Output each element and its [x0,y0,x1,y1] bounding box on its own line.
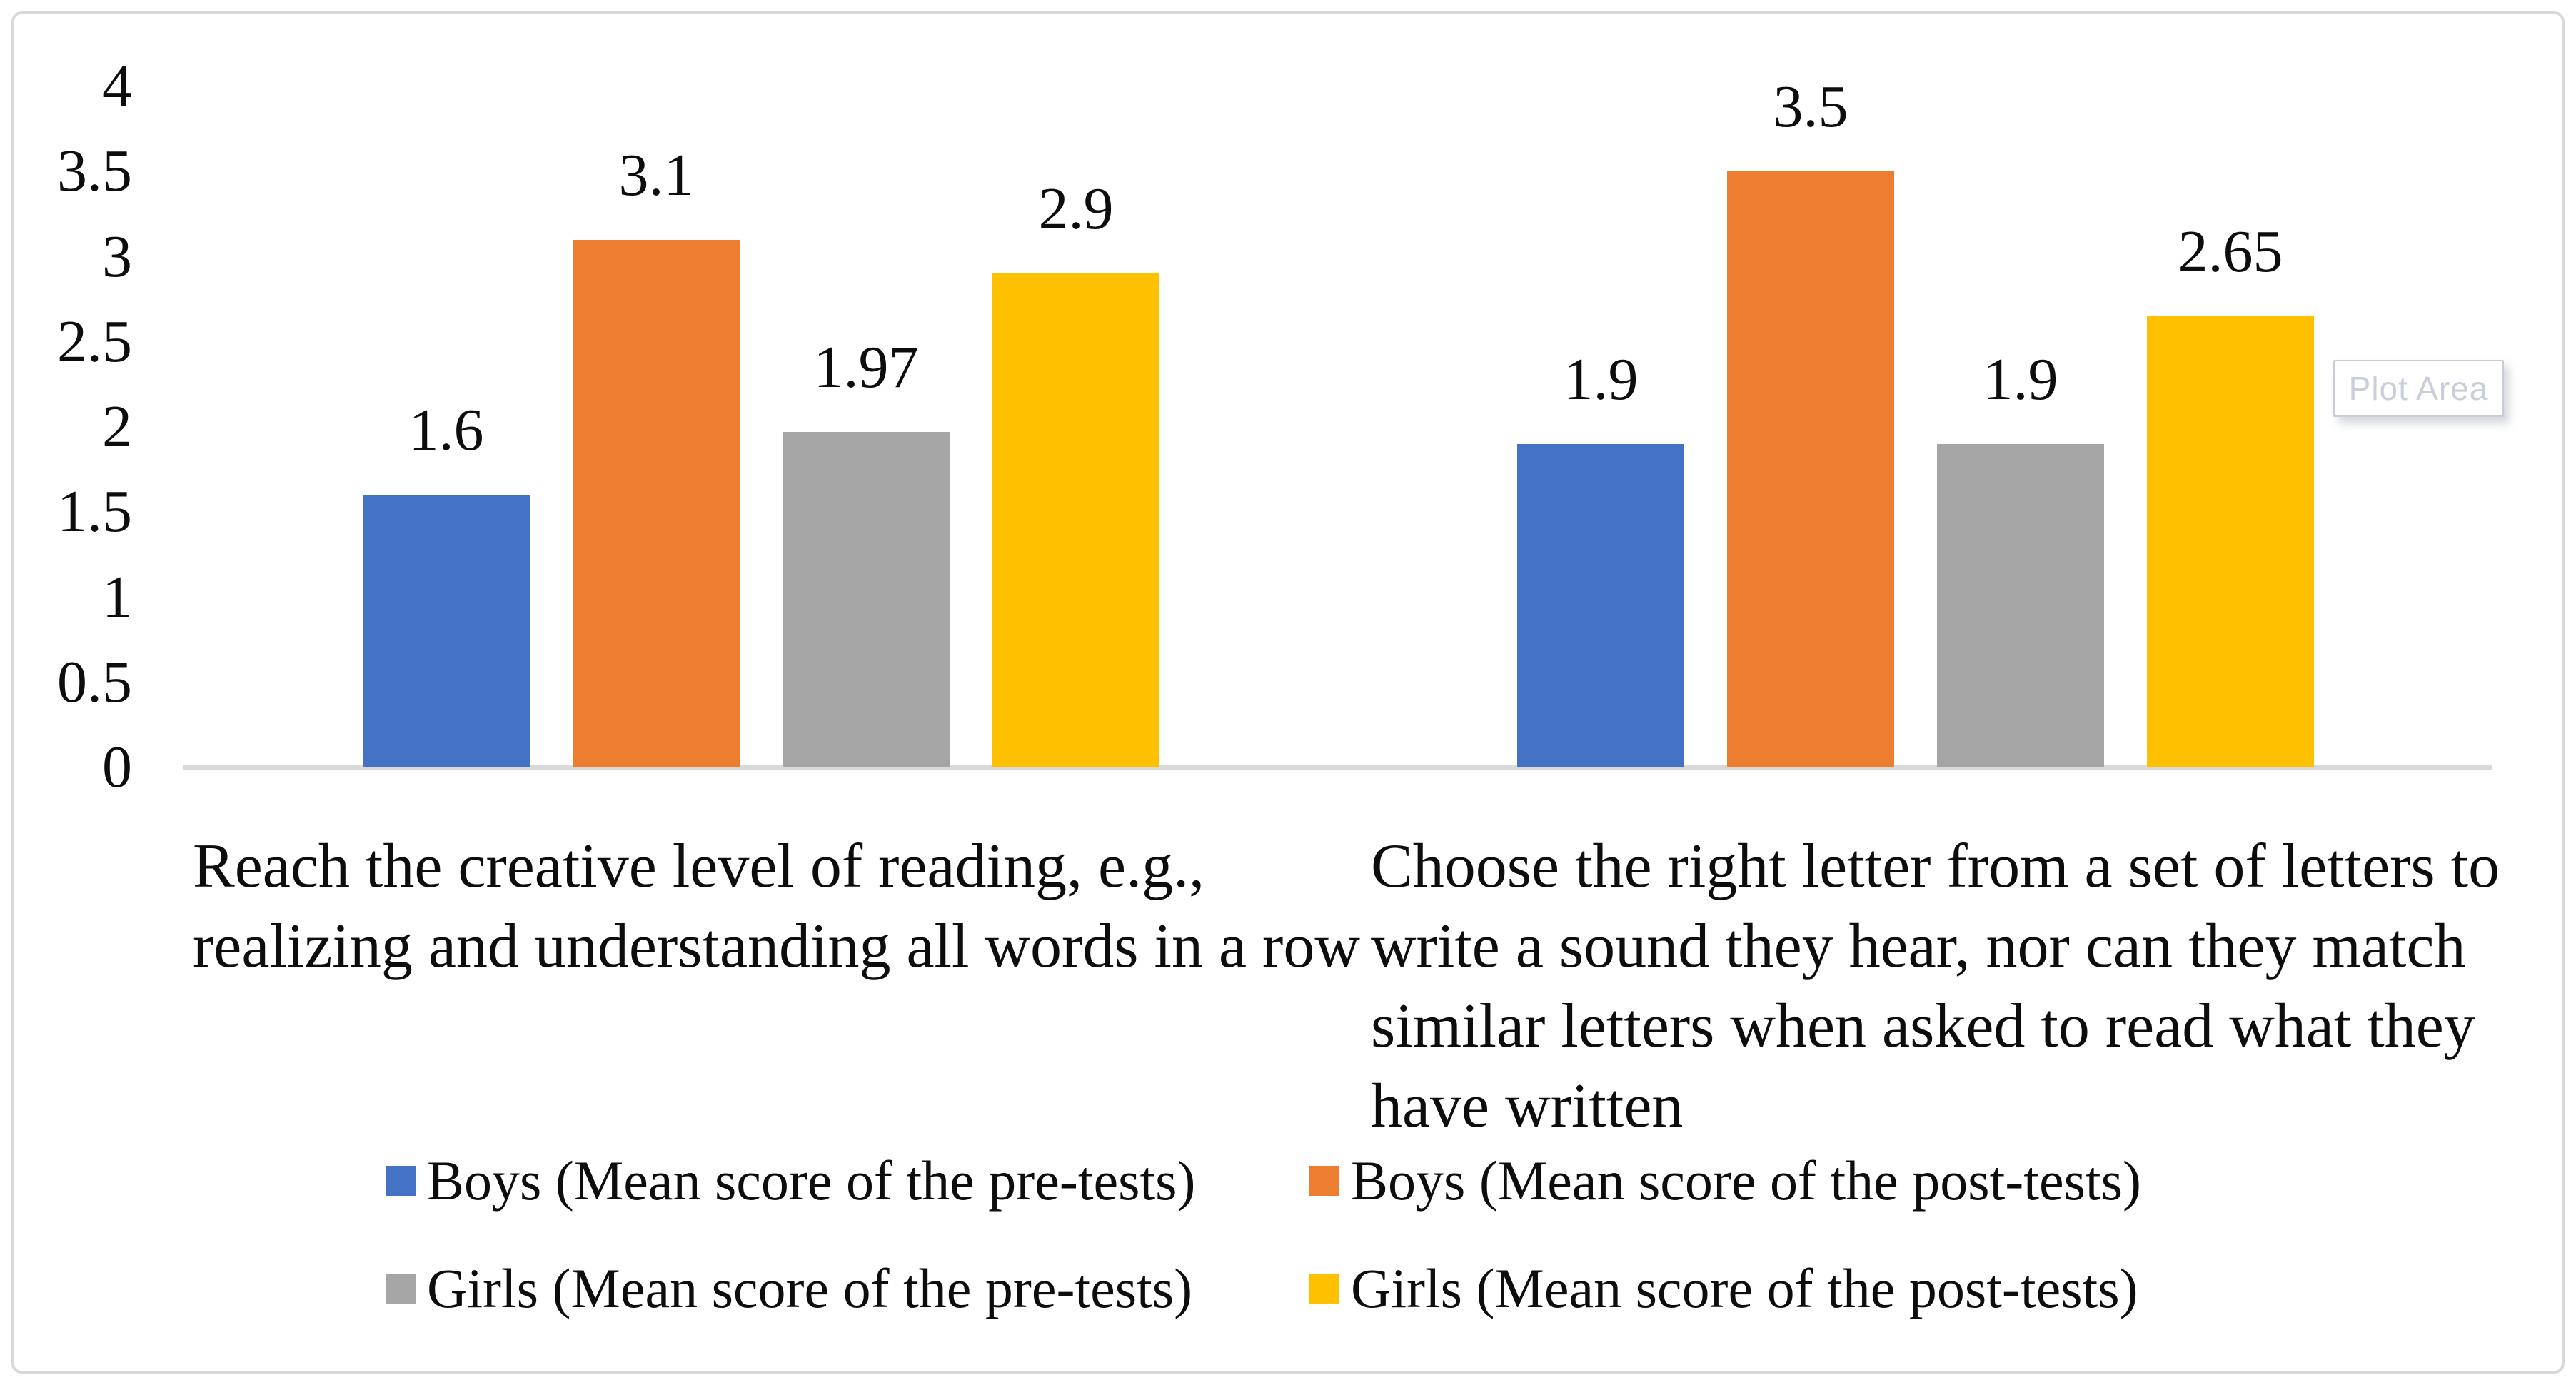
bar[interactable] [1937,444,2104,767]
bar-value-label[interactable]: 1.6 [408,397,484,463]
bar-value-label[interactable]: 3.1 [618,142,694,208]
legend-label[interactable]: Boys (Mean score of the pre-tests) [427,1149,1196,1212]
bar[interactable] [363,495,530,767]
x-axis-line[interactable] [183,765,2492,770]
legend-swatch[interactable] [1309,1166,1339,1196]
bar-value-label[interactable]: 1.97 [813,334,919,401]
y-tick-label[interactable]: 2 [102,393,132,460]
y-tick-label[interactable]: 3.5 [57,138,132,205]
y-tick-label[interactable]: 2.5 [57,308,132,375]
category-label-1[interactable]: Reach the creative level of reading, e.g… [193,832,1360,981]
bar[interactable] [1517,444,1684,767]
y-tick-label[interactable]: 0 [102,734,132,800]
legend-swatch[interactable] [386,1274,416,1304]
bar[interactable] [992,273,1159,767]
category-label-2[interactable]: Choose the right letter from a set of le… [1371,832,2500,1141]
bar[interactable] [783,432,950,767]
legend-swatch[interactable] [1309,1274,1339,1304]
y-tick-label[interactable]: 1.5 [57,478,132,545]
y-tick-label[interactable]: 1 [102,563,132,630]
plot-area-tooltip: Plot Area [2333,360,2504,417]
y-tick-label[interactable]: 0.5 [57,648,132,715]
bar-value-label[interactable]: 1.9 [1563,346,1639,413]
bar-value-label[interactable]: 3.5 [1773,74,1848,140]
y-tick-label[interactable]: 3 [102,223,132,290]
bar[interactable] [2147,316,2314,767]
legend-label[interactable]: Girls (Mean score of the pre-tests) [427,1257,1193,1319]
bar[interactable] [573,240,740,767]
bar[interactable] [1727,171,1894,767]
plot-area-tooltip-label: Plot Area [2348,370,2489,407]
bar-value-label[interactable]: 2.65 [2178,218,2283,285]
legend-swatch[interactable] [386,1166,416,1196]
bar-value-label[interactable]: 1.9 [1983,346,2058,413]
bar-value-label[interactable]: 2.9 [1038,176,1114,242]
y-tick-label[interactable]: 4 [102,53,132,119]
legend-label[interactable]: Girls (Mean score of the post-tests) [1351,1257,2138,1319]
legend-label[interactable]: Boys (Mean score of the post-tests) [1351,1149,2141,1212]
